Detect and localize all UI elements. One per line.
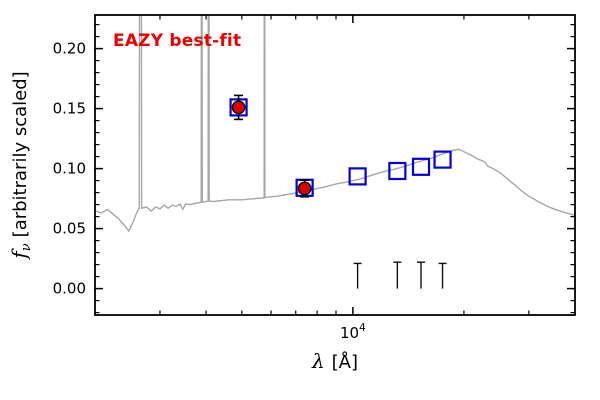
y-tick-label: 0.20 <box>53 40 86 58</box>
model-photometry-square <box>433 150 452 169</box>
y-tick-label: 0.10 <box>53 160 86 178</box>
y-tick-label: 0.00 <box>53 280 86 298</box>
flux-limit-bars <box>353 261 447 289</box>
x-axis: 104 <box>159 15 530 342</box>
observed-photometry-point <box>231 94 246 121</box>
observed-point-marker <box>297 181 312 196</box>
model-photometry-square <box>388 161 407 181</box>
observed-photometry-point <box>297 179 312 198</box>
x-tick-label: 104 <box>340 322 366 342</box>
y-axis-label: fν[arbitrarily scaled] <box>7 71 34 260</box>
model-photometry-square <box>348 167 367 186</box>
y-tick-label: 0.05 <box>53 220 86 238</box>
y-tick-label: 0.15 <box>53 100 86 118</box>
flux-limit-bar <box>393 261 402 289</box>
flux-limit-bar <box>438 262 447 289</box>
annotation-eazy-best-fit: EAZY best-fit <box>113 31 242 51</box>
flux-limit-bar <box>353 262 362 289</box>
flux-limit-bar <box>417 261 426 289</box>
x-axis-label: λ [Å] <box>311 349 358 373</box>
plot-frame <box>94 14 576 316</box>
model-photometry-square <box>411 157 431 176</box>
spectrum-line <box>95 15 575 233</box>
y-axis: 0.00 0.05 0.10 0.15 0.20 <box>53 24 575 314</box>
observed-point-marker <box>231 100 246 115</box>
observed-photometry-points <box>231 94 312 198</box>
